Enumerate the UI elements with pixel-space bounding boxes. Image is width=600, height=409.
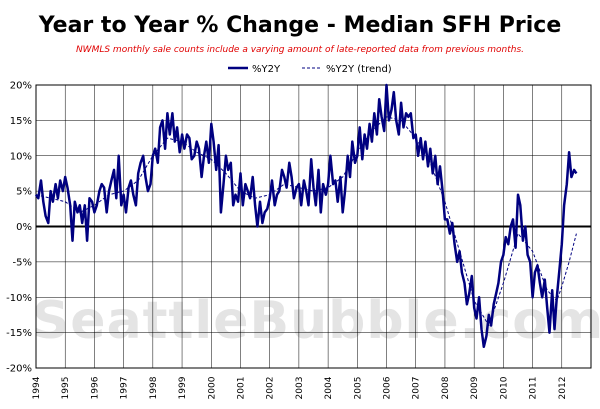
y-tick-label: -15% [6,328,32,339]
y-tick-label: -10% [6,293,32,304]
x-tick-label: 1999 [178,376,188,399]
x-tick-label: 2001 [236,377,246,400]
x-tick-label: 2006 [383,376,393,399]
y2y-series-line [34,83,578,349]
y-tick-label: 20% [10,81,32,92]
y-tick-label: 0% [16,222,32,233]
legend-label-trend: %Y2Y (trend) [326,64,392,75]
y-tick-label: 10% [10,151,32,162]
x-tick-label: 1994 [32,376,42,399]
legend-label-series: %Y2Y [252,64,281,75]
y-tick-label: -5% [13,257,32,268]
x-tick-label: 2011 [529,377,539,400]
chart-legend: %Y2Y %Y2Y (trend) [228,64,392,75]
y-axis-ticks: 20% 15% 10% 5% 0% -5% -10% -15% -20% [6,81,32,375]
x-tick-label: 2010 [499,376,509,399]
x-tick-label: 2003 [295,377,305,400]
chart-title: Year to Year % Change - Median SFH Price [38,13,562,38]
trend-series-line [35,116,577,326]
x-tick-label: 2009 [470,376,480,399]
x-tick-label: 1997 [120,377,130,400]
x-tick-label: 2007 [412,377,422,400]
x-axis-ticks: 1994 1995 1996 1997 1998 1999 2000 2001 2002 2003… [32,376,568,399]
x-tick-label: 1995 [61,377,71,400]
x-tick-label: 2008 [441,376,451,399]
x-tick-label: 1996 [90,376,100,399]
y-tick-label: 15% [10,116,32,127]
series-layer [34,83,578,349]
y-tick-label: 5% [16,187,32,198]
y-tick-label: -20% [6,364,32,375]
x-tick-label: 2005 [353,377,363,400]
chart-subtitle: NWMLS monthly sale counts include a vary… [76,45,524,55]
x-tick-label: 2000 [207,376,217,399]
x-tick-label: 1998 [149,376,159,399]
x-tick-label: 2004 [324,376,334,399]
chart-watermark: SeattleBubble.com [32,291,600,351]
x-tick-label: 2002 [266,377,276,400]
x-tick-label: 2012 [558,377,568,400]
